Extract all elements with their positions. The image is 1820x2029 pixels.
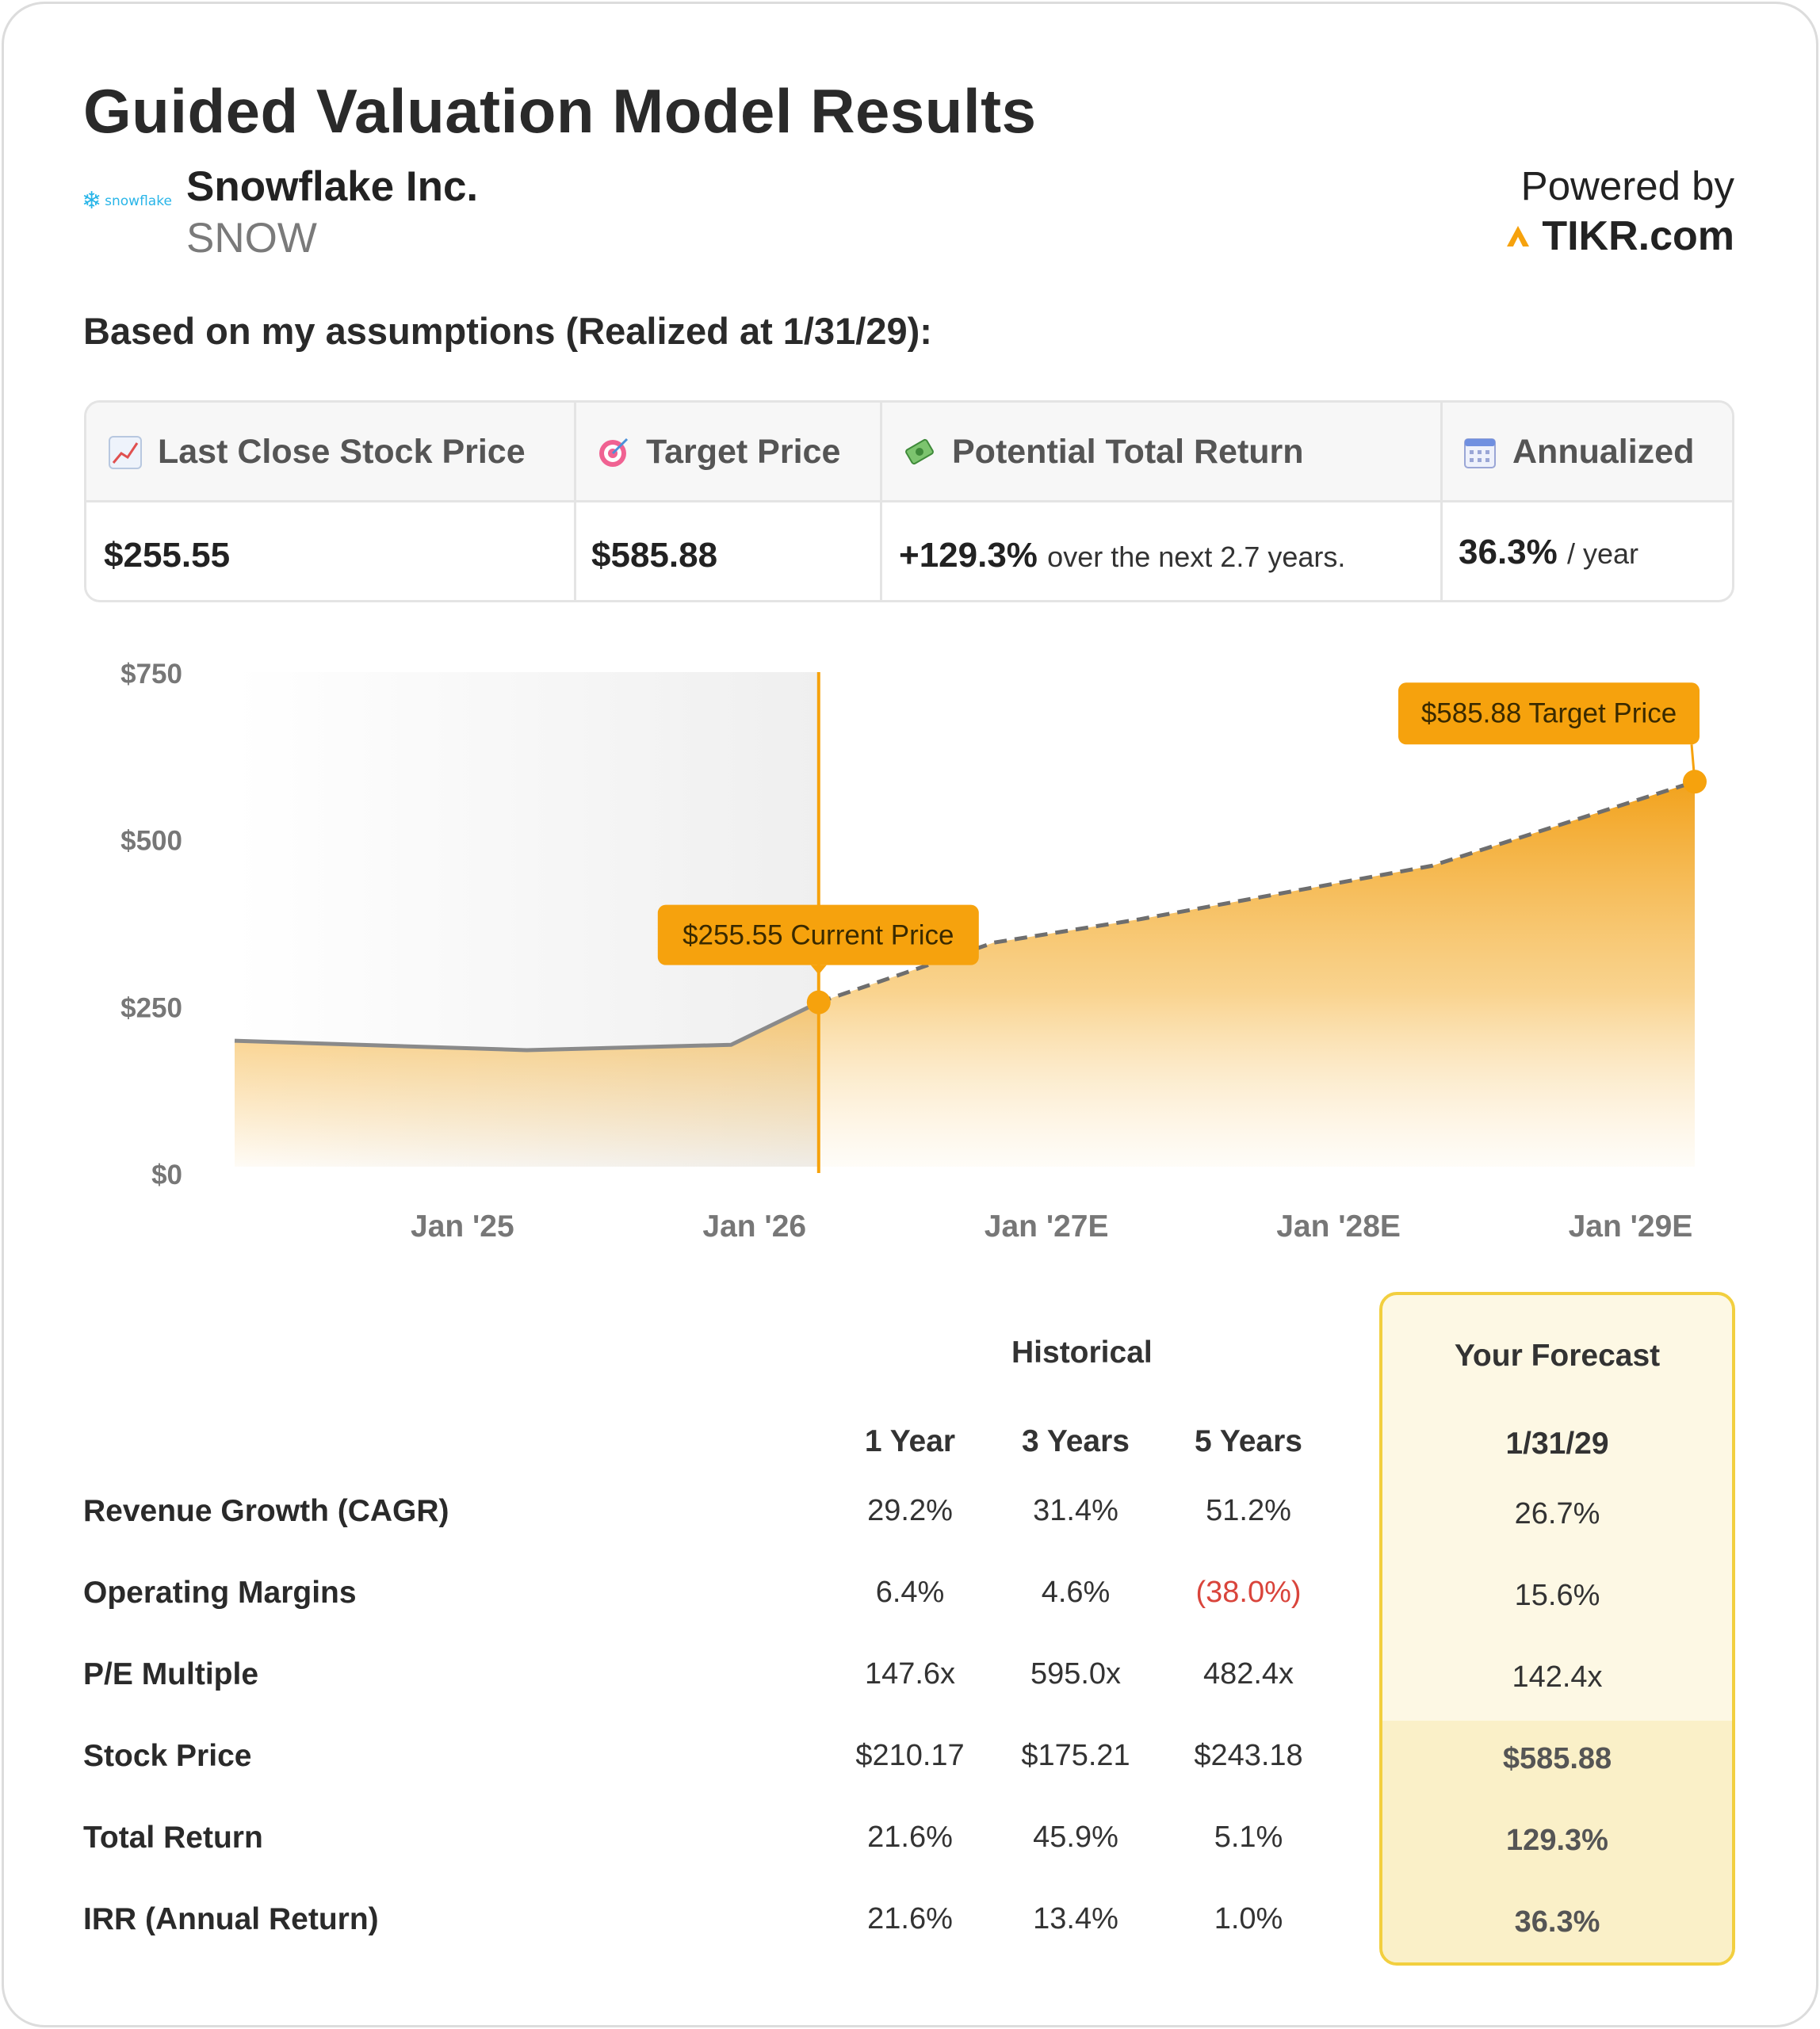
cell-revenue-growth-1y: 29.2% bbox=[867, 1494, 953, 1527]
tikr-brand-link[interactable]: TIKR.com bbox=[1505, 212, 1734, 260]
column-divider bbox=[880, 403, 882, 600]
cell-total-return-1y: 21.6% bbox=[867, 1821, 953, 1854]
cell-irr-forecast: 36.3% bbox=[1514, 1905, 1600, 1939]
x-tick-label: Jan '28E bbox=[1276, 1209, 1401, 1244]
cell-operating-margins-forecast: 15.6% bbox=[1514, 1579, 1600, 1612]
metrics-summary-table: Last Close Stock Price Target Price Pote… bbox=[84, 400, 1734, 602]
cell-irr-5y: 1.0% bbox=[1214, 1902, 1283, 1935]
y-tick-label: $750 bbox=[120, 659, 182, 690]
snowflake-icon: ❄ bbox=[82, 188, 102, 214]
company-name: Snowflake Inc. bbox=[186, 163, 479, 210]
x-tick-label: Jan '27E bbox=[985, 1209, 1109, 1244]
last-close-header: Last Close Stock Price bbox=[109, 433, 526, 472]
historical-heading: Historical bbox=[1011, 1335, 1153, 1370]
tikr-logo-icon bbox=[1507, 226, 1530, 246]
chart-increasing-icon bbox=[109, 435, 142, 469]
calendar-icon bbox=[1463, 436, 1497, 469]
current-price-callout-pointer bbox=[810, 965, 827, 975]
ticker-symbol: SNOW bbox=[186, 215, 317, 262]
row-label-operating-margins: Operating Margins bbox=[83, 1576, 357, 1610]
cell-stock-price-1y: $210.17 bbox=[855, 1739, 965, 1772]
row-label-total-return: Total Return bbox=[83, 1821, 263, 1855]
target-price-label: Target Price bbox=[646, 433, 841, 471]
cell-stock-price-5y: $243.18 bbox=[1194, 1739, 1303, 1772]
x-tick-label: Jan '29E bbox=[1569, 1209, 1693, 1244]
total-return-header: Potential Total Return bbox=[903, 433, 1304, 472]
row-label-pe-multiple: P/E Multiple bbox=[83, 1657, 259, 1691]
column-divider bbox=[1440, 403, 1443, 600]
cell-revenue-growth-3y: 31.4% bbox=[1033, 1494, 1118, 1527]
target-callout-connector bbox=[1690, 744, 1696, 782]
cell-operating-margins-1y: 6.4% bbox=[875, 1576, 945, 1609]
cell-pe-multiple-forecast: 142.4x bbox=[1512, 1660, 1603, 1694]
target-price-point bbox=[1683, 770, 1707, 794]
column-header-forecast-date: 1/31/29 bbox=[1505, 1427, 1609, 1461]
tikr-brand-text: TIKR.com bbox=[1542, 213, 1734, 259]
historical-price-line bbox=[234, 1000, 820, 1053]
current-price-point bbox=[806, 990, 831, 1014]
cell-stock-price-3y: $175.21 bbox=[1021, 1739, 1130, 1772]
target-price-label: $585.88 Target Price bbox=[1421, 697, 1677, 728]
cell-revenue-growth-forecast: 26.7% bbox=[1514, 1497, 1600, 1530]
target-price-callout bbox=[1398, 682, 1700, 745]
snowflake-logo: ❄ snowflake bbox=[82, 188, 172, 214]
column-divider bbox=[574, 403, 576, 600]
x-tick-label: Jan '25 bbox=[411, 1209, 514, 1244]
target-icon bbox=[597, 436, 630, 469]
forecast-column-panel: Your Forecast bbox=[1379, 1292, 1735, 1966]
money-icon bbox=[903, 436, 936, 469]
column-header-3-years: 3 Years bbox=[1022, 1424, 1130, 1458]
annualized-label: Annualized bbox=[1512, 433, 1695, 471]
row-label-stock-price: Stock Price bbox=[83, 1739, 252, 1773]
last-close-label: Last Close Stock Price bbox=[158, 433, 526, 471]
row-label-irr: IRR (Annual Return) bbox=[83, 1902, 379, 1936]
forecast-area bbox=[818, 781, 1695, 1167]
annualized-value: 36.3% / year bbox=[1459, 533, 1638, 572]
annualized-number: 36.3% bbox=[1459, 533, 1558, 571]
price-projection-chart: $750 $500 $250 $0 Jan '25 Jan '26 Jan '27E Jan … bbox=[120, 659, 1707, 1244]
cell-total-return-5y: 5.1% bbox=[1214, 1821, 1283, 1854]
cell-operating-margins-3y: 4.6% bbox=[1041, 1576, 1111, 1609]
y-tick-label: $0 bbox=[151, 1160, 182, 1190]
total-return-value: +129.3% over the next 2.7 years. bbox=[899, 536, 1345, 575]
forecast-heading: Your Forecast bbox=[1454, 1339, 1661, 1373]
row-label-revenue-growth: Revenue Growth (CAGR) bbox=[83, 1494, 449, 1528]
historical-area bbox=[235, 1002, 819, 1167]
cell-pe-multiple-3y: 595.0x bbox=[1030, 1657, 1122, 1691]
last-close-value: $255.55 bbox=[104, 536, 231, 575]
cell-pe-multiple-1y: 147.6x bbox=[864, 1657, 956, 1691]
cell-pe-multiple-5y: 482.4x bbox=[1202, 1657, 1294, 1691]
logo-wordmark: snowflake bbox=[105, 193, 172, 209]
target-price-header: Target Price bbox=[597, 433, 840, 472]
column-header-1-year: 1 Year bbox=[864, 1424, 956, 1458]
total-return-number: +129.3% bbox=[899, 536, 1038, 575]
cell-operating-margins-5y: (38.0%) bbox=[1195, 1576, 1302, 1609]
forecast-results-band bbox=[1382, 1721, 1732, 1962]
cell-irr-3y: 13.4% bbox=[1033, 1902, 1118, 1935]
powered-by-label: Powered by bbox=[1520, 163, 1734, 208]
annualized-header: Annualized bbox=[1463, 433, 1694, 472]
cell-irr-1y: 21.6% bbox=[867, 1902, 953, 1935]
cell-total-return-3y: 45.9% bbox=[1033, 1821, 1118, 1854]
assumptions-heading: Based on my assumptions (Realized at 1/3… bbox=[83, 310, 932, 352]
page-title: Guided Valuation Model Results bbox=[83, 76, 1037, 146]
cell-stock-price-forecast: $585.88 bbox=[1502, 1742, 1612, 1775]
x-tick-label: Jan '26 bbox=[702, 1209, 806, 1244]
y-tick-label: $500 bbox=[120, 826, 182, 857]
cell-total-return-forecast: 129.3% bbox=[1506, 1824, 1608, 1857]
cell-revenue-growth-5y: 51.2% bbox=[1206, 1494, 1291, 1527]
column-header-5-years: 5 Years bbox=[1195, 1424, 1302, 1458]
total-return-label: Potential Total Return bbox=[952, 433, 1304, 471]
current-price-label: $255.55 Current Price bbox=[682, 920, 954, 951]
total-return-subtext: over the next 2.7 years. bbox=[1047, 541, 1346, 573]
y-tick-label: $250 bbox=[120, 992, 182, 1023]
target-price-value: $585.88 bbox=[591, 536, 718, 575]
annualized-subtext: / year bbox=[1567, 537, 1639, 570]
current-price-callout bbox=[657, 904, 979, 965]
